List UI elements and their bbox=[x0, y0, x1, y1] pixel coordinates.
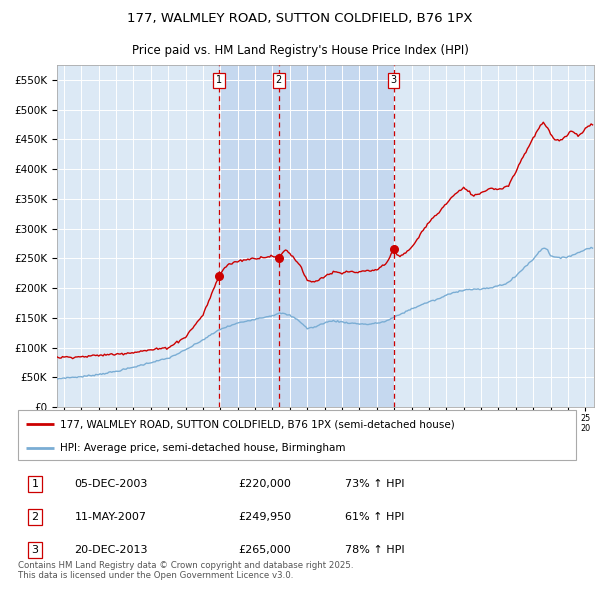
Text: 78% ↑ HPI: 78% ↑ HPI bbox=[345, 545, 405, 555]
Text: 73% ↑ HPI: 73% ↑ HPI bbox=[345, 479, 404, 489]
Text: 1: 1 bbox=[216, 76, 222, 86]
Text: 3: 3 bbox=[31, 545, 38, 555]
Text: 20-DEC-2013: 20-DEC-2013 bbox=[74, 545, 148, 555]
Text: 177, WALMLEY ROAD, SUTTON COLDFIELD, B76 1PX (semi-detached house): 177, WALMLEY ROAD, SUTTON COLDFIELD, B76… bbox=[60, 419, 455, 429]
Text: Price paid vs. HM Land Registry's House Price Index (HPI): Price paid vs. HM Land Registry's House … bbox=[131, 44, 469, 57]
Text: £249,950: £249,950 bbox=[238, 512, 291, 522]
Text: 05-DEC-2003: 05-DEC-2003 bbox=[74, 479, 148, 489]
FancyBboxPatch shape bbox=[18, 410, 576, 460]
Text: £265,000: £265,000 bbox=[238, 545, 291, 555]
Text: 61% ↑ HPI: 61% ↑ HPI bbox=[345, 512, 404, 522]
Text: 1: 1 bbox=[31, 479, 38, 489]
Text: 177, WALMLEY ROAD, SUTTON COLDFIELD, B76 1PX: 177, WALMLEY ROAD, SUTTON COLDFIELD, B76… bbox=[127, 12, 473, 25]
Text: 2: 2 bbox=[31, 512, 38, 522]
Text: Contains HM Land Registry data © Crown copyright and database right 2025.
This d: Contains HM Land Registry data © Crown c… bbox=[18, 560, 353, 580]
Bar bbox=[219, 65, 394, 407]
Text: 2: 2 bbox=[275, 76, 282, 86]
Text: 11-MAY-2007: 11-MAY-2007 bbox=[74, 512, 146, 522]
Text: HPI: Average price, semi-detached house, Birmingham: HPI: Average price, semi-detached house,… bbox=[60, 442, 346, 453]
Text: £220,000: £220,000 bbox=[238, 479, 291, 489]
Text: 3: 3 bbox=[391, 76, 397, 86]
